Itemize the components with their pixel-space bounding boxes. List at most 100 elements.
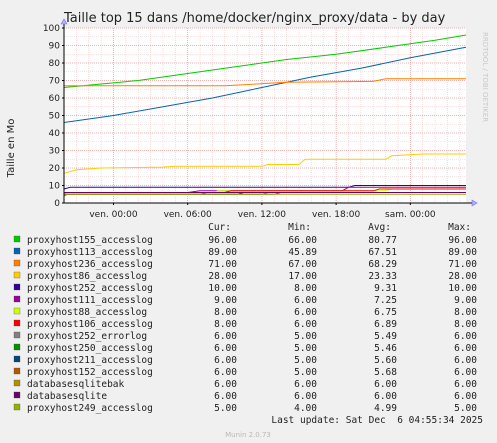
legend-series-name: proxyhost152_accesslog bbox=[27, 367, 153, 378]
legend-value-cur: 96.00 bbox=[208, 235, 237, 246]
legend-row: proxyhost155_accesslog 96.00 66.00 80.77 96.… bbox=[13, 235, 477, 246]
legend-value-cur: 6.00 bbox=[214, 367, 237, 378]
legend-value-min: 6.00 bbox=[294, 295, 317, 306]
legend-value-min: 17.00 bbox=[288, 271, 317, 282]
legend-swatch bbox=[13, 235, 21, 243]
legend-row: proxyhost211_accesslog 6.00 5.00 5.60 6.00 bbox=[13, 355, 477, 366]
legend-row: databasesqlitebak 6.00 6.00 6.00 6.00 bbox=[13, 379, 477, 390]
last-update: Last update: Sat Dec 6 04:55:34 2025 bbox=[271, 415, 483, 426]
legend-header-avg: Avg: bbox=[368, 222, 391, 233]
legend-value-avg: 9.31 bbox=[374, 283, 397, 294]
legend-swatch bbox=[13, 247, 21, 255]
y-tick-label: 80 bbox=[49, 59, 61, 69]
series-lines bbox=[63, 34, 467, 197]
legend-value-avg: 67.51 bbox=[368, 247, 397, 258]
legend-series-name: proxyhost252_errorlog bbox=[27, 331, 147, 342]
y-tick-label: 30 bbox=[49, 147, 61, 157]
legend-value-cur: 8.00 bbox=[214, 319, 237, 330]
legend-swatch bbox=[13, 307, 21, 315]
legend-value-cur: 28.00 bbox=[208, 271, 237, 282]
legend-swatch bbox=[13, 355, 21, 363]
x-tick-label: ven. 12:00 bbox=[238, 210, 286, 220]
legend: Cur: Min: Avg: Max: proxyhost155_accessl… bbox=[13, 222, 477, 414]
legend-value-avg: 6.75 bbox=[374, 307, 397, 318]
series-line-proxyhost155_accesslog bbox=[63, 34, 467, 88]
legend-value-min: 5.00 bbox=[294, 355, 317, 366]
legend-value-max: 6.00 bbox=[454, 391, 477, 402]
legend-series-name: proxyhost249_accesslog bbox=[27, 403, 153, 414]
legend-value-max: 9.00 bbox=[454, 295, 477, 306]
munin-version: Munin 2.0.73 bbox=[225, 431, 271, 439]
y-axis-label: Taille en Mo bbox=[6, 119, 17, 179]
legend-value-max: 6.00 bbox=[454, 331, 477, 342]
legend-value-max: 6.00 bbox=[454, 367, 477, 378]
legend-header-cur: Cur: bbox=[208, 222, 231, 233]
legend-series-name: proxyhost250_accesslog bbox=[27, 343, 153, 354]
legend-value-max: 8.00 bbox=[454, 319, 477, 330]
legend-value-avg: 80.77 bbox=[368, 235, 397, 246]
legend-swatch bbox=[13, 295, 21, 303]
x-axis-arrow-icon bbox=[471, 199, 478, 207]
x-tick-label: sam. 00:00 bbox=[385, 210, 436, 220]
chart-title: Taille top 15 dans /home/docker/nginx_pr… bbox=[63, 11, 446, 26]
legend-value-cur: 6.00 bbox=[214, 355, 237, 366]
legend-series-name: databasesqlite bbox=[27, 391, 107, 402]
legend-swatch bbox=[13, 271, 21, 279]
legend-swatch bbox=[13, 259, 21, 267]
legend-value-avg: 23.33 bbox=[368, 271, 397, 282]
x-tick-labels: ven. 00:00 ven. 06:00 ven. 12:00 ven. 18:00… bbox=[89, 203, 436, 220]
legend-value-avg: 6.89 bbox=[374, 319, 397, 330]
legend-value-avg: 5.46 bbox=[374, 343, 397, 354]
y-tick-labels: 0 10 20 30 40 50 60 70 80 90 100 bbox=[43, 24, 64, 209]
legend-swatch bbox=[13, 283, 21, 291]
y-axis-arrow-icon bbox=[60, 18, 68, 25]
legend-value-min: 5.00 bbox=[294, 343, 317, 354]
series-line-proxyhost236_accesslog bbox=[64, 78, 466, 87]
legend-value-cur: 10.00 bbox=[208, 283, 237, 294]
axes bbox=[60, 18, 478, 207]
y-tick-label: 10 bbox=[49, 182, 61, 192]
grid-minor bbox=[63, 28, 466, 203]
legend-series-name: proxyhost111_accesslog bbox=[27, 295, 153, 306]
legend-value-cur: 6.00 bbox=[214, 391, 237, 402]
legend-value-min: 66.00 bbox=[288, 235, 317, 246]
y-tick-label: 0 bbox=[54, 199, 60, 209]
legend-value-min: 6.00 bbox=[294, 319, 317, 330]
legend-value-max: 6.00 bbox=[454, 355, 477, 366]
legend-header-min: Min: bbox=[288, 222, 311, 233]
y-tick-label: 100 bbox=[43, 24, 60, 34]
rrdtool-watermark: RRDTOOL / TOBI OETIKER bbox=[481, 32, 489, 122]
legend-value-avg: 6.00 bbox=[374, 379, 397, 390]
legend-value-min: 5.00 bbox=[294, 331, 317, 342]
legend-value-max: 96.00 bbox=[448, 235, 477, 246]
legend-value-max: 71.00 bbox=[448, 259, 477, 270]
legend-series-name: proxyhost86_accesslog bbox=[27, 271, 147, 282]
legend-value-avg: 6.00 bbox=[374, 391, 397, 402]
legend-row: proxyhost111_accesslog 9.00 6.00 7.25 9.00 bbox=[13, 295, 477, 306]
legend-series-name: proxyhost106_accesslog bbox=[27, 319, 153, 330]
legend-value-cur: 8.00 bbox=[214, 307, 237, 318]
legend-value-max: 10.00 bbox=[448, 283, 477, 294]
legend-series-name: proxyhost236_accesslog bbox=[27, 259, 153, 270]
legend-row: proxyhost152_accesslog 6.00 5.00 5.68 6.00 bbox=[13, 367, 477, 378]
legend-series-name: proxyhost211_accesslog bbox=[27, 355, 153, 366]
legend-row: proxyhost88_accesslog 8.00 6.00 6.75 8.00 bbox=[13, 307, 477, 318]
legend-row: proxyhost86_accesslog 28.00 17.00 23.33 28.0… bbox=[13, 271, 477, 282]
y-tick-label: 60 bbox=[49, 94, 61, 104]
y-tick-label: 90 bbox=[49, 42, 61, 52]
legend-swatch bbox=[13, 379, 21, 387]
y-tick-label: 70 bbox=[49, 77, 61, 87]
y-tick-label: 20 bbox=[49, 164, 61, 174]
legend-value-max: 6.00 bbox=[454, 379, 477, 390]
series-line-proxyhost86_accesslog bbox=[63, 153, 466, 174]
legend-value-min: 45.89 bbox=[288, 247, 317, 258]
legend-row: proxyhost236_accesslog 71.00 67.00 68.29 71.… bbox=[13, 259, 477, 270]
legend-value-avg: 7.25 bbox=[374, 295, 397, 306]
legend-swatch bbox=[13, 403, 21, 411]
legend-value-min: 6.00 bbox=[294, 391, 317, 402]
legend-row: proxyhost252_errorlog 6.00 5.00 5.49 6.00 bbox=[13, 331, 477, 342]
legend-swatch bbox=[13, 331, 21, 339]
legend-value-avg: 5.68 bbox=[374, 367, 397, 378]
legend-row: databasesqlite 6.00 6.00 6.00 6.00 bbox=[13, 391, 477, 402]
